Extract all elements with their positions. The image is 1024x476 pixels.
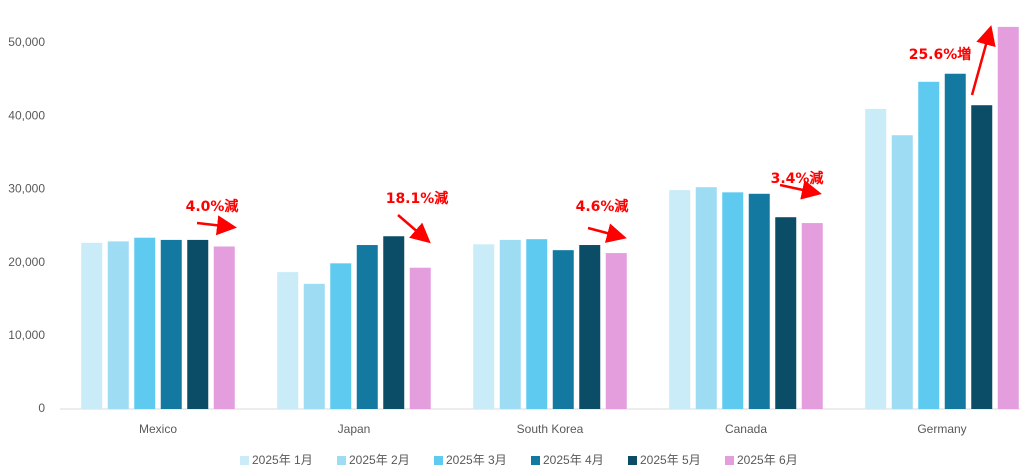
bar bbox=[213, 246, 235, 409]
legend-label: 2025年 1月 bbox=[252, 453, 313, 467]
bar bbox=[579, 245, 601, 409]
legend-swatch bbox=[240, 456, 249, 465]
bar bbox=[944, 73, 966, 409]
annotation: 3.4%減 bbox=[771, 170, 824, 187]
bar bbox=[187, 239, 209, 409]
bar bbox=[473, 244, 495, 409]
legend-label: 2025年 5月 bbox=[640, 453, 701, 467]
bar bbox=[107, 241, 129, 409]
x-tick-label: Japan bbox=[338, 422, 371, 436]
bar bbox=[160, 239, 182, 409]
x-tick-label: South Korea bbox=[517, 422, 584, 436]
x-tick-label: Mexico bbox=[139, 422, 177, 436]
bar bbox=[356, 245, 378, 409]
bar bbox=[134, 237, 156, 409]
bar bbox=[865, 108, 887, 409]
bar bbox=[997, 26, 1019, 410]
annotation-arrow bbox=[779, 180, 822, 200]
legend-label: 2025年 6月 bbox=[737, 453, 798, 467]
y-tick-label: 50,000 bbox=[8, 35, 45, 49]
annotation: 4.0%減 bbox=[186, 198, 239, 215]
legend-swatch bbox=[531, 456, 540, 465]
legend-swatch bbox=[628, 456, 637, 465]
legend-swatch bbox=[434, 456, 443, 465]
y-tick-label: 30,000 bbox=[8, 182, 45, 196]
bar bbox=[499, 239, 521, 409]
bar bbox=[605, 253, 627, 409]
bar bbox=[695, 187, 717, 409]
bar bbox=[526, 239, 548, 409]
annotation-arrow bbox=[970, 25, 996, 96]
annotation-arrow bbox=[587, 223, 627, 243]
bar bbox=[971, 105, 993, 409]
bar bbox=[748, 193, 770, 409]
bar bbox=[383, 236, 405, 409]
legend-label: 2025年 2月 bbox=[349, 453, 410, 467]
bar bbox=[409, 267, 431, 409]
bar bbox=[801, 223, 823, 409]
legend-label: 2025年 4月 bbox=[543, 453, 604, 467]
legend-label: 2025年 3月 bbox=[446, 453, 507, 467]
annotation: 4.6%減 bbox=[576, 198, 629, 215]
y-tick-label: 20,000 bbox=[8, 255, 45, 269]
x-tick-label: Germany bbox=[917, 422, 966, 436]
bar bbox=[775, 217, 797, 409]
bar bbox=[669, 190, 691, 409]
bar bbox=[330, 263, 352, 409]
bar bbox=[552, 250, 574, 409]
legend-swatch bbox=[337, 456, 346, 465]
annotation: 18.1%減 bbox=[386, 190, 449, 207]
annotation: 25.6%増 bbox=[909, 46, 972, 63]
bar bbox=[81, 242, 103, 409]
y-tick-label: 10,000 bbox=[8, 328, 45, 342]
bar bbox=[722, 192, 744, 409]
bar bbox=[277, 272, 299, 409]
annotation-arrow bbox=[397, 214, 431, 244]
bar bbox=[918, 81, 940, 410]
bar bbox=[303, 283, 325, 409]
legend-swatch bbox=[725, 456, 734, 465]
y-tick-label: 0 bbox=[38, 401, 45, 415]
y-tick-label: 40,000 bbox=[8, 108, 45, 122]
annotation-arrow bbox=[196, 215, 237, 236]
bar bbox=[891, 135, 913, 409]
x-tick-label: Canada bbox=[725, 422, 767, 436]
